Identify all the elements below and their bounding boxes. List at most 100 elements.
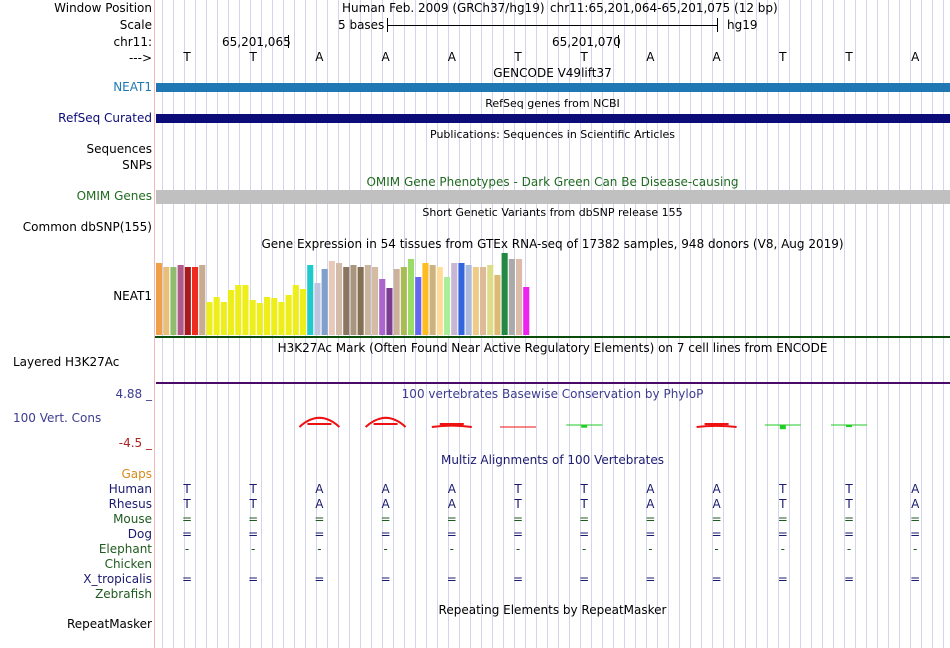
gtex-tissue-bar[interactable] xyxy=(285,295,292,335)
scale-label: Scale xyxy=(119,18,152,32)
alignment-base: = xyxy=(910,527,921,541)
refseq-gene-bar[interactable] xyxy=(156,114,950,123)
alignment-base: A xyxy=(315,482,324,496)
gtex-tissue-bar[interactable] xyxy=(436,267,443,335)
gtex-tissue-bar[interactable] xyxy=(343,267,350,335)
species-label[interactable]: Mouse xyxy=(113,512,152,526)
gtex-tissue-bar[interactable] xyxy=(480,267,487,335)
alignment-base: = xyxy=(380,527,391,541)
gtex-tissue-bar[interactable] xyxy=(472,267,479,335)
gtex-tissue-bar[interactable] xyxy=(516,259,523,335)
gtex-tissue-bar[interactable] xyxy=(429,265,436,335)
h3k27ac-track-label[interactable]: Layered H3K27Ac xyxy=(13,355,120,369)
omim-track-label[interactable]: OMIM Genes xyxy=(76,189,152,203)
sequences-track-label[interactable]: Sequences xyxy=(86,142,152,156)
gtex-tissue-bar[interactable] xyxy=(213,297,220,335)
gtex-tissue-bar[interactable] xyxy=(278,302,285,335)
gtex-tissue-bar[interactable] xyxy=(271,298,278,335)
position-readout: chr11:65,201,064-65,201,075 (12 bp) xyxy=(550,1,778,15)
cons-track-label[interactable]: 100 Vert. Cons xyxy=(13,411,102,425)
gtex-bar-chart[interactable] xyxy=(155,252,950,338)
grid-line xyxy=(624,0,625,648)
alignment-base: - xyxy=(383,542,388,556)
gtex-tissue-bar[interactable] xyxy=(350,265,357,335)
gtex-baseline xyxy=(155,336,950,338)
gtex-tissue-bar[interactable] xyxy=(220,302,227,335)
gtex-tissue-bar[interactable] xyxy=(458,263,465,335)
gtex-tissue-bar[interactable] xyxy=(264,297,271,335)
gtex-tissue-bar[interactable] xyxy=(422,263,429,335)
gtex-tissue-bar[interactable] xyxy=(465,265,472,335)
gtex-tissue-bar[interactable] xyxy=(364,265,371,335)
species-label[interactable]: Human xyxy=(108,482,152,496)
snps-track-label[interactable]: SNPs xyxy=(122,158,152,172)
gtex-tissue-bar[interactable] xyxy=(206,302,213,335)
position-tick-mark-2 xyxy=(618,35,619,48)
gtex-tissue-bar[interactable] xyxy=(487,265,494,335)
gtex-tissue-bar[interactable] xyxy=(235,285,242,335)
gtex-tissue-bar[interactable] xyxy=(444,277,451,335)
species-label[interactable]: Dog xyxy=(127,527,152,541)
dbsnp-track-title: Short Genetic Variants from dbSNP releas… xyxy=(422,206,683,219)
gtex-tissue-bar[interactable] xyxy=(184,267,191,335)
gtex-tissue-bar[interactable] xyxy=(249,300,256,335)
gtex-tissue-bar[interactable] xyxy=(379,279,386,335)
gtex-tissue-bar[interactable] xyxy=(321,269,328,335)
gtex-tissue-bar[interactable] xyxy=(307,265,314,335)
gtex-tissue-bar[interactable] xyxy=(256,303,263,335)
species-label[interactable]: Chicken xyxy=(104,557,152,571)
alignment-base: T xyxy=(845,482,853,496)
gtex-tissue-bar[interactable] xyxy=(300,289,307,335)
gtex-tissue-bar[interactable] xyxy=(242,285,249,335)
cons-max-label: 4.88 _ xyxy=(115,387,152,401)
gtex-tissue-bar[interactable] xyxy=(177,265,184,335)
gtex-tissue-bar[interactable] xyxy=(163,267,170,335)
alignment-base: T xyxy=(779,497,787,511)
gtex-tissue-bar[interactable] xyxy=(415,277,422,335)
gtex-tissue-bar[interactable] xyxy=(451,263,458,335)
gtex-tissue-bar[interactable] xyxy=(328,261,335,335)
gtex-tissue-bar[interactable] xyxy=(523,287,530,335)
phylop-positive-mark xyxy=(364,416,407,428)
phylop-negative-mark xyxy=(581,425,588,428)
gtex-tissue-bar[interactable] xyxy=(292,285,299,335)
gtex-tissue-bar[interactable] xyxy=(228,290,235,335)
gtex-tissue-bar[interactable] xyxy=(408,259,415,335)
alignment-base: = xyxy=(512,527,524,541)
gtex-tissue-bar[interactable] xyxy=(357,267,364,335)
gtex-tissue-bar[interactable] xyxy=(156,263,163,335)
alignment-base: = xyxy=(777,572,788,586)
grid-line xyxy=(811,0,812,648)
gtex-tissue-bar[interactable] xyxy=(336,263,343,335)
species-label[interactable]: Zebrafish xyxy=(95,587,152,601)
repeatmasker-track-label[interactable]: RepeatMasker xyxy=(66,617,152,631)
alignment-base: - xyxy=(846,542,852,556)
gtex-tissue-bar[interactable] xyxy=(393,269,400,335)
dbsnp-track-label[interactable]: Common dbSNP(155) xyxy=(22,220,152,234)
gtex-tissue-bar[interactable] xyxy=(386,288,393,335)
gtex-tissue-bar[interactable] xyxy=(372,267,379,335)
neat1-track-label[interactable]: NEAT1 xyxy=(113,80,152,94)
gtex-tissue-bar[interactable] xyxy=(314,283,321,335)
gtex-tissue-bar[interactable] xyxy=(400,267,407,335)
grid-line xyxy=(822,0,823,648)
position-tick-mark-1 xyxy=(288,35,289,48)
neat1-gene-bar[interactable] xyxy=(156,83,950,92)
phylop-plot[interactable] xyxy=(155,400,950,450)
refseq-track-label[interactable]: RefSeq Curated xyxy=(58,111,152,125)
gtex-tissue-bar[interactable] xyxy=(170,267,177,335)
gtex-tissue-bar[interactable] xyxy=(508,259,515,335)
gtex-tissue-bar[interactable] xyxy=(192,267,199,335)
alignment-base: = xyxy=(843,572,855,586)
species-label[interactable]: X_tropicalis xyxy=(83,572,152,586)
species-label[interactable]: Elephant xyxy=(98,542,152,556)
gtex-tissue-bar[interactable] xyxy=(501,253,508,335)
species-label[interactable]: Rhesus xyxy=(108,497,152,511)
gtex-track-label[interactable]: NEAT1 xyxy=(113,289,152,303)
omim-gene-bar[interactable] xyxy=(156,190,950,204)
reference-base: A xyxy=(315,50,324,64)
gtex-tissue-bar[interactable] xyxy=(199,265,206,335)
grid-line xyxy=(833,0,834,648)
alignment-base: A xyxy=(381,497,390,511)
gtex-tissue-bar[interactable] xyxy=(494,275,501,335)
